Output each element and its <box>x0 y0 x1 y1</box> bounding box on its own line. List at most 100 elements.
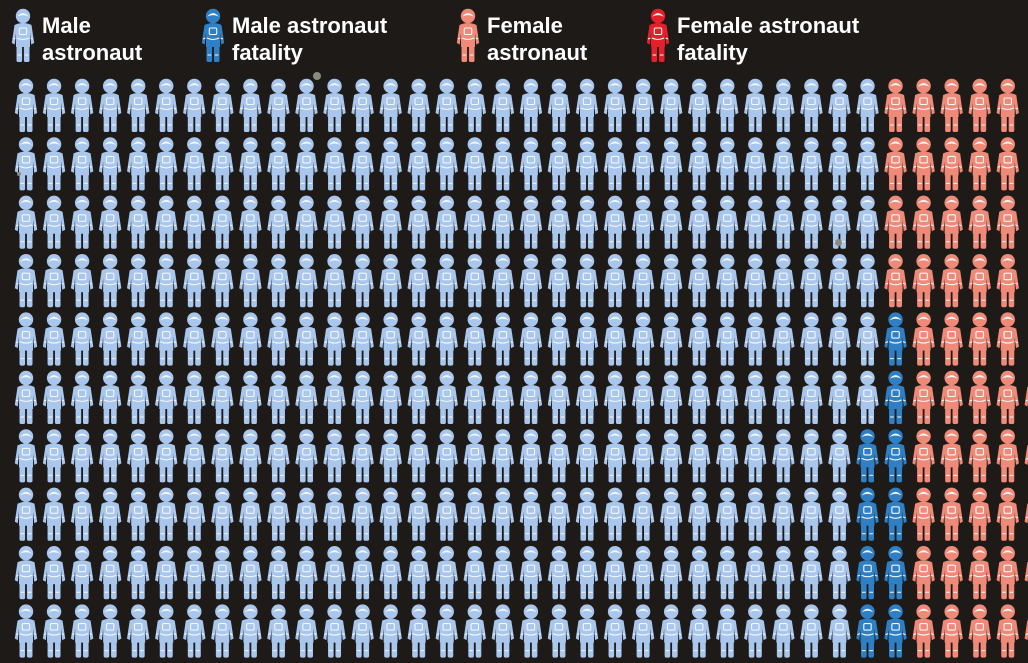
astronaut-mark-male <box>772 78 795 132</box>
astronaut-mark-male <box>659 312 683 366</box>
astronaut-mark-male <box>98 312 122 366</box>
astronaut-mark-male <box>323 312 346 366</box>
astronaut-mark-male <box>463 370 486 424</box>
astronaut-mark-male <box>744 546 767 600</box>
astronaut-mark-female <box>968 312 991 366</box>
astronaut-mark-male <box>800 429 823 483</box>
astronaut-mark-male <box>239 604 262 658</box>
astronaut-mark-male <box>323 78 346 132</box>
astronaut-mark-male <box>800 370 823 424</box>
astronaut-mark-female <box>996 137 1019 191</box>
astronaut-mark-male <box>267 604 290 658</box>
astronaut-mark-male <box>295 604 318 658</box>
astronaut-mark-male <box>688 429 711 483</box>
astronaut-mark-male <box>856 78 879 132</box>
astronaut-mark-male <box>127 604 150 658</box>
astronaut-mark-male <box>407 370 430 424</box>
astronaut-mark-male <box>323 546 346 600</box>
astronaut-mark-male <box>323 370 346 424</box>
astronaut-mark-male <box>70 312 94 366</box>
astronaut-mark-male <box>42 370 66 424</box>
astronaut-mark-male <box>772 429 795 483</box>
astronaut-mark-male <box>688 312 711 366</box>
astronaut-mark-male <box>98 429 122 483</box>
astronaut-mark-male <box>716 195 739 249</box>
astronaut-mark-male <box>42 137 66 191</box>
astronaut-mark-male <box>183 78 206 132</box>
astronaut-mark-female <box>996 254 1019 308</box>
astronaut-mark-male <box>716 604 739 658</box>
astronaut-icon <box>11 8 35 62</box>
astronaut-mark-male <box>323 429 346 483</box>
legend-item-male: Male astronaut <box>10 8 142 66</box>
astronaut-mark-female <box>1024 386 1028 407</box>
astronaut-mark-male <box>631 604 655 658</box>
astronaut-mark-male <box>828 487 851 541</box>
astronaut-mark-male <box>379 312 402 366</box>
astronaut-mark-male <box>631 312 655 366</box>
astronaut-mark-male <box>267 370 290 424</box>
astronaut-mark-male <box>98 254 122 308</box>
astronaut-mark-male <box>211 604 234 658</box>
astronaut-mark-male <box>183 254 206 308</box>
astronaut-mark-male <box>716 546 739 600</box>
astronaut-mark-male <box>800 137 823 191</box>
astronaut-mark-male <box>463 487 486 541</box>
astronaut-mark-male <box>407 429 430 483</box>
astronaut-mark-female <box>940 195 963 249</box>
astronaut-mark-female <box>940 429 963 483</box>
astronaut-mark-male <box>407 254 430 308</box>
astronaut-mark-male <box>127 429 150 483</box>
astronaut-mark-male <box>547 370 571 424</box>
astronaut-mark-male <box>239 487 262 541</box>
astronaut-mark-male <box>42 604 66 658</box>
astronaut-icon <box>201 8 225 62</box>
astronaut-mark-male <box>351 254 374 308</box>
astronaut-mark-male <box>351 195 374 249</box>
astronaut-mark-female <box>912 429 935 483</box>
astronaut-mark-female <box>940 370 963 424</box>
astronaut-mark-male <box>295 370 318 424</box>
legend-label-male-fatality: Male astronaut fatality <box>232 13 388 65</box>
astronaut-mark-male <box>323 195 346 249</box>
astronaut-mark-male <box>407 137 430 191</box>
astronaut-mark-male <box>828 604 851 658</box>
astronaut-mark-male <box>211 487 234 541</box>
astronaut-mark-male <box>323 604 346 658</box>
astronaut-mark-female <box>968 78 991 132</box>
astronaut-mark-male <box>828 370 851 424</box>
astronaut-mark-male <box>379 604 402 658</box>
astronaut-mark-female <box>968 195 991 249</box>
astronaut-mark-female <box>940 312 963 366</box>
astronaut-mark-male <box>575 546 599 600</box>
astronaut-mark-male <box>70 429 94 483</box>
legend-item-male-fatality: Male astronaut fatality <box>200 8 387 66</box>
astronaut-mark-male <box>603 78 627 132</box>
astronaut-mark-male <box>463 546 486 600</box>
astronaut-mark-male <box>491 546 515 600</box>
astronaut-mark-male <box>772 546 795 600</box>
astronaut-mark-male <box>239 78 262 132</box>
astronaut-mark-male <box>828 137 851 191</box>
astronaut-mark-male <box>98 487 122 541</box>
astronaut-mark-male <box>407 78 430 132</box>
astronaut-mark-male <box>772 254 795 308</box>
astronaut-mark-male <box>435 487 458 541</box>
astronaut-mark-male <box>127 254 150 308</box>
astronaut-mark-male <box>800 195 823 249</box>
astronaut-mark-male <box>70 487 94 541</box>
astronaut-mark-male <box>267 195 290 249</box>
astronaut-mark-male <box>716 137 739 191</box>
astronaut-mark-male <box>267 487 290 541</box>
astronaut-mark-male <box>295 312 318 366</box>
astronaut-mark-female <box>968 137 991 191</box>
astronaut-mark-male <box>491 312 515 366</box>
astronaut-mark-female <box>996 546 1019 600</box>
astronaut-mark-male <box>603 370 627 424</box>
astronaut-mark-female <box>912 312 935 366</box>
astronaut-mark-male <box>127 78 150 132</box>
astronaut-mark-male <box>379 137 402 191</box>
astronaut-mark-male <box>716 254 739 308</box>
astronaut-mark-male <box>828 312 851 366</box>
astronaut-mark-male <box>828 546 851 600</box>
